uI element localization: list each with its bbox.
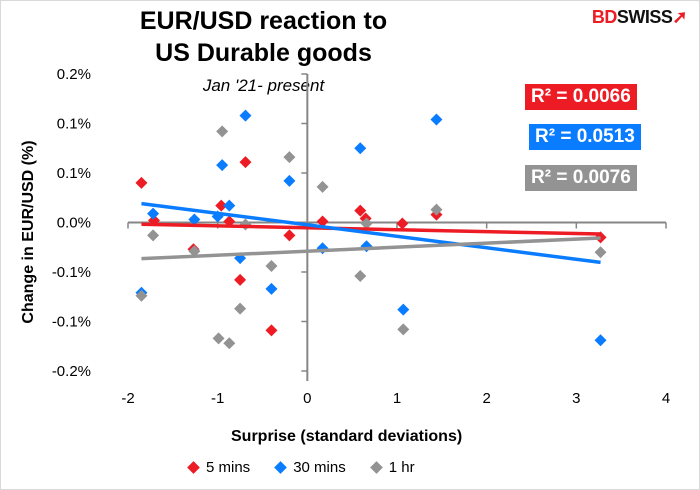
data-point-30-mins bbox=[234, 252, 247, 265]
y-tick-label: 0.2% bbox=[57, 66, 91, 83]
diamond-marker-icon bbox=[274, 461, 288, 474]
y-tick-label: -0.2% bbox=[52, 363, 91, 380]
data-point-30-mins bbox=[594, 334, 607, 347]
data-point-30-mins bbox=[239, 109, 252, 122]
x-tick-label: 2 bbox=[482, 390, 490, 407]
data-point-30-mins bbox=[265, 282, 278, 295]
data-point-1-hr bbox=[135, 289, 148, 302]
legend: 5 mins 30 mins 1 hr bbox=[187, 459, 415, 476]
data-point-30-mins bbox=[354, 142, 367, 155]
data-point-5-mins bbox=[234, 273, 247, 286]
x-tick-label: 4 bbox=[662, 390, 670, 407]
data-point-1-hr bbox=[430, 203, 443, 216]
legend-item-5-mins: 5 mins bbox=[187, 459, 250, 476]
bdswiss-logo: BDSWISS➚ bbox=[591, 7, 688, 27]
data-point-1-hr bbox=[354, 269, 367, 282]
r2-label-5-mins: R² = 0.0066 bbox=[525, 84, 637, 110]
data-point-1-hr bbox=[147, 229, 160, 242]
data-point-1-hr bbox=[360, 217, 373, 230]
data-point-1-hr bbox=[188, 245, 201, 258]
chart-subtitle: Jan '21- present bbox=[202, 76, 325, 95]
y-tick-label: 0.1% bbox=[57, 165, 91, 182]
data-point-1-hr bbox=[234, 302, 247, 315]
legend-item-30-mins: 30 mins bbox=[274, 459, 346, 476]
data-point-1-hr bbox=[283, 151, 296, 164]
data-point-5-mins bbox=[283, 229, 296, 242]
x-tick-label: -2 bbox=[121, 390, 134, 407]
data-point-5-mins bbox=[239, 156, 252, 169]
x-tick-label: 1 bbox=[393, 390, 401, 407]
trendline-5-mins bbox=[141, 222, 601, 236]
data-point-5-mins bbox=[135, 176, 148, 189]
r2-label-1-hr: R² = 0.0076 bbox=[525, 165, 637, 191]
y-tick-label: 0.1% bbox=[57, 116, 91, 133]
r2-label-30-mins: R² = 0.0513 bbox=[529, 124, 641, 150]
data-point-5-mins bbox=[354, 204, 367, 217]
trendline-30-mins bbox=[141, 201, 601, 265]
x-tick-label: 3 bbox=[572, 390, 580, 407]
data-point-1-hr bbox=[316, 180, 329, 193]
x-tick-label: -1 bbox=[211, 390, 224, 407]
data-point-1-hr bbox=[216, 125, 229, 138]
legend-item-1-hr: 1 hr bbox=[369, 459, 415, 476]
y-tick-label: -0.1% bbox=[52, 314, 91, 331]
data-point-1-hr bbox=[594, 246, 607, 259]
y-tick-label: -0.1% bbox=[52, 264, 91, 281]
diamond-marker-icon bbox=[369, 461, 383, 474]
data-point-1-hr bbox=[212, 332, 225, 345]
data-point-30-mins bbox=[397, 303, 410, 316]
diamond-marker-icon bbox=[187, 461, 200, 474]
data-point-30-mins bbox=[188, 213, 201, 226]
data-point-30-mins bbox=[216, 159, 229, 172]
data-point-1-hr bbox=[239, 218, 252, 231]
y-axis-label: Change in EUR/USD (%) bbox=[20, 140, 37, 324]
data-point-1-hr bbox=[397, 323, 410, 336]
data-point-5-mins bbox=[215, 199, 228, 212]
data-point-30-mins bbox=[147, 207, 160, 220]
trendline-1-hr bbox=[141, 236, 601, 261]
data-point-1-hr bbox=[265, 260, 278, 273]
data-point-5-mins bbox=[396, 217, 409, 230]
x-tick-label: 0 bbox=[303, 390, 311, 407]
x-axis-label: Surprise (standard deviations) bbox=[231, 428, 463, 445]
data-point-5-mins bbox=[316, 215, 329, 228]
data-point-30-mins bbox=[223, 199, 236, 212]
data-point-1-hr bbox=[223, 337, 236, 350]
data-point-5-mins bbox=[265, 324, 278, 337]
chart-title-line1: EUR/USD reaction to bbox=[139, 7, 388, 35]
y-tick-label: 0.0% bbox=[57, 215, 91, 232]
data-point-30-mins bbox=[283, 174, 296, 187]
data-point-30-mins bbox=[430, 113, 443, 126]
chart-title-line2: US Durable goods bbox=[155, 39, 372, 67]
